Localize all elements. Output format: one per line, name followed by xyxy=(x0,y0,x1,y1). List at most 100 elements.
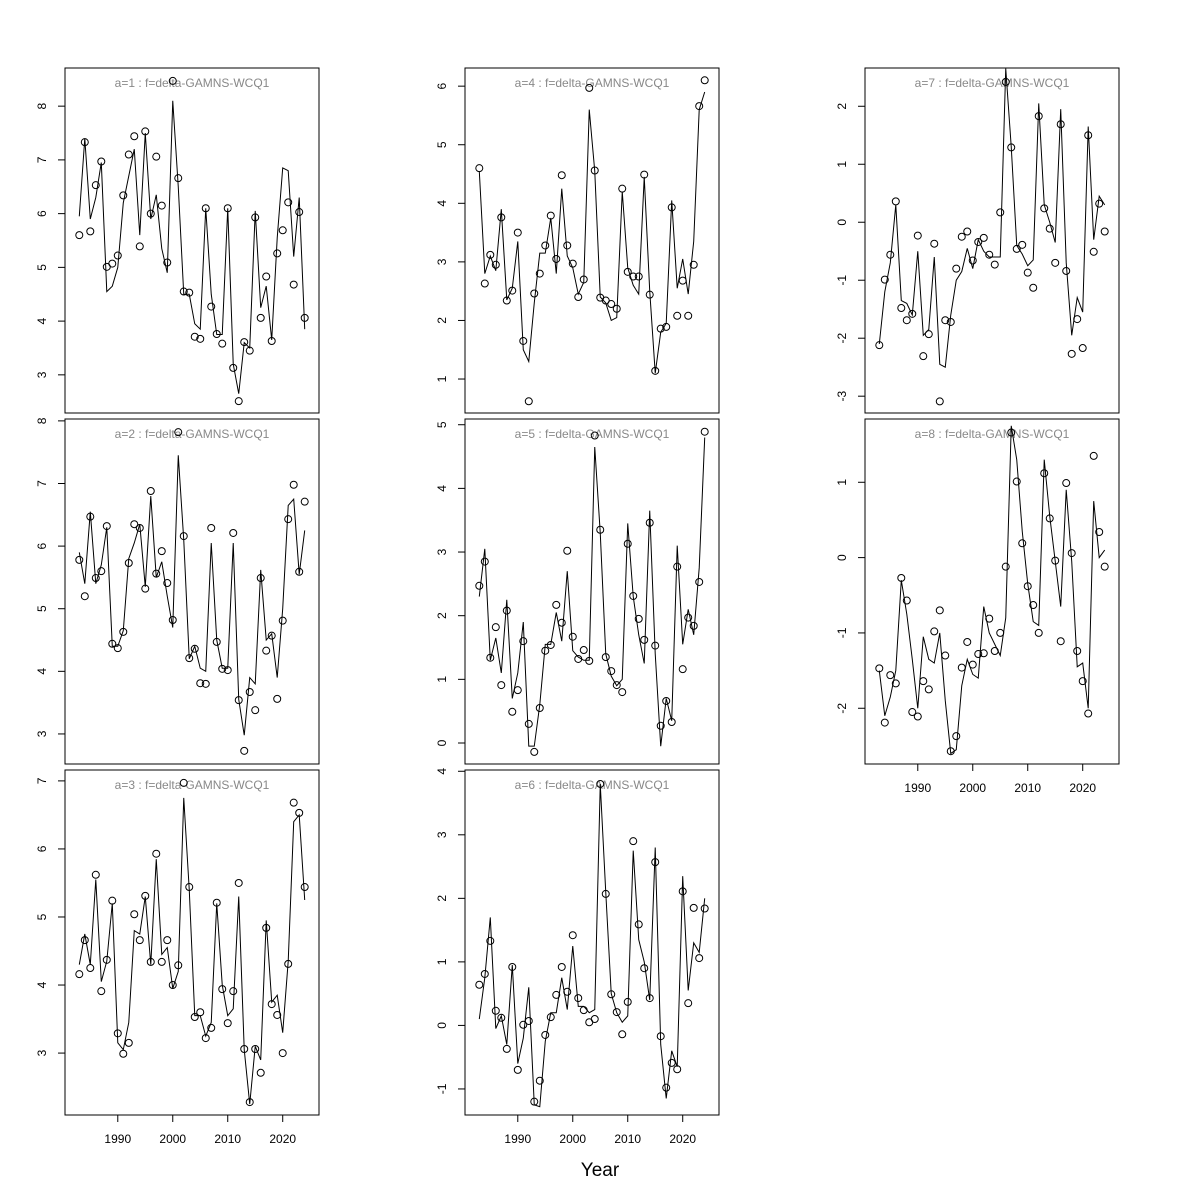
panel-box xyxy=(464,418,720,765)
plot-area xyxy=(75,778,309,1107)
observed-point xyxy=(475,980,484,989)
observed-point xyxy=(563,241,572,250)
observed-point xyxy=(497,1013,506,1022)
y-tick-label: 8 xyxy=(35,417,49,424)
observed-point xyxy=(985,614,994,623)
y-tick-label: -2 xyxy=(835,333,849,344)
observed-point xyxy=(974,650,983,659)
observed-point xyxy=(519,1020,528,1029)
observed-point xyxy=(924,330,933,339)
observed-point xyxy=(913,231,922,240)
observed-point xyxy=(519,637,528,646)
observed-point xyxy=(513,1065,522,1074)
observed-point xyxy=(880,275,889,284)
y-tick-label: 5 xyxy=(35,605,49,612)
observed-point xyxy=(273,249,282,258)
y-tick-label: 3 xyxy=(35,371,49,378)
observed-point xyxy=(1062,479,1071,488)
y-tick-label: 4 xyxy=(35,981,49,988)
observed-point xyxy=(157,201,166,210)
observed-point xyxy=(251,1044,260,1053)
x-tick-label: 2010 xyxy=(614,1132,641,1146)
observed-point xyxy=(212,330,221,339)
panel: a=2 : f=delta-GAMNS-WCQ1 3 4 5 6 7 8 xyxy=(35,417,320,765)
panel-title: a=2 : f=delta-GAMNS-WCQ1 xyxy=(115,427,270,441)
observed-point xyxy=(557,171,566,180)
observed-point xyxy=(935,606,944,615)
observed-point xyxy=(590,431,599,440)
observed-point xyxy=(612,681,621,690)
observed-point xyxy=(262,646,271,655)
y-tick-label: 1 xyxy=(435,375,449,382)
observed-point xyxy=(924,685,933,694)
y-tick-label: 6 xyxy=(435,83,449,90)
observed-point xyxy=(607,300,616,309)
plot-area xyxy=(875,68,1109,406)
observed-point xyxy=(190,332,199,341)
fitted-line xyxy=(878,68,1106,368)
observed-point xyxy=(135,936,144,945)
observed-point xyxy=(684,311,693,320)
plot-area xyxy=(475,779,709,1108)
observed-point xyxy=(623,539,632,548)
y-tick-label: 1 xyxy=(435,676,449,683)
x-tick-label: 2000 xyxy=(559,1132,586,1146)
fitted-line xyxy=(78,797,306,1105)
observed-point xyxy=(530,747,539,756)
observed-point xyxy=(1073,647,1082,656)
panel: a=4 : f=delta-GAMNS-WCQ1 1 2 3 4 5 6 xyxy=(435,67,720,414)
observed-point xyxy=(75,555,84,564)
panel-box xyxy=(864,67,1120,414)
observed-point xyxy=(91,181,100,190)
observed-point xyxy=(124,150,133,159)
observed-point xyxy=(245,1098,254,1107)
y-tick-label: -2 xyxy=(835,703,849,714)
y-tick-label: -1 xyxy=(435,1083,449,1094)
observed-point xyxy=(963,637,972,646)
y-tick-label: 5 xyxy=(435,421,449,428)
observed-point xyxy=(75,970,84,979)
observed-point xyxy=(941,316,950,325)
observed-point xyxy=(86,227,95,236)
observed-point xyxy=(1095,527,1104,536)
fitted-line xyxy=(478,783,706,1108)
observed-point xyxy=(952,264,961,273)
observed-point xyxy=(284,515,293,524)
y-tick-label: 3 xyxy=(435,258,449,265)
observed-point xyxy=(897,304,906,313)
observed-point xyxy=(662,696,671,705)
y-tick-label: 6 xyxy=(35,210,49,217)
x-tick-label: 1990 xyxy=(904,781,931,795)
observed-point xyxy=(196,679,205,688)
observed-point xyxy=(552,254,561,263)
observed-point xyxy=(130,520,139,529)
observed-point xyxy=(234,878,243,887)
observed-point xyxy=(634,272,643,281)
observed-point xyxy=(634,614,643,623)
y-tick-label: 8 xyxy=(35,102,49,109)
y-tick-label: 4 xyxy=(435,200,449,207)
x-tick-label: 2020 xyxy=(269,1132,296,1146)
observed-point xyxy=(1018,240,1027,249)
observed-point xyxy=(300,497,309,506)
observed-point xyxy=(568,931,577,940)
observed-point xyxy=(618,688,627,697)
observed-point xyxy=(207,523,216,532)
observed-point xyxy=(1023,268,1032,277)
observed-point xyxy=(245,687,254,696)
observed-point xyxy=(891,679,900,688)
observed-point xyxy=(97,987,106,996)
observed-point xyxy=(289,280,298,289)
observed-point xyxy=(179,778,188,787)
observed-point xyxy=(673,311,682,320)
observed-point xyxy=(124,1038,133,1047)
y-tick-label: 3 xyxy=(35,730,49,737)
fitted-line xyxy=(78,455,306,736)
observed-point xyxy=(502,1044,511,1053)
observed-point xyxy=(530,289,539,298)
observed-point xyxy=(557,962,566,971)
observed-point xyxy=(590,1015,599,1024)
panel: a=7 : f=delta-GAMNS-WCQ1 -3 -2 -1 0 1 2 xyxy=(835,67,1120,414)
observed-point xyxy=(930,627,939,636)
